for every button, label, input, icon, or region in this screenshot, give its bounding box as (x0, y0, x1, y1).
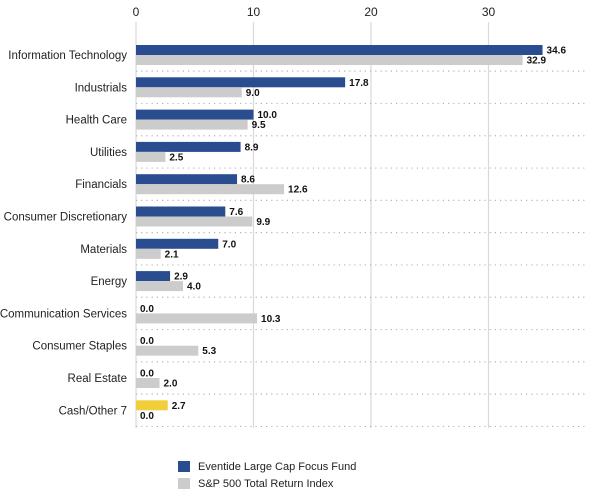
legend-label-fund: Eventide Large Cap Focus Fund (198, 460, 357, 473)
fund-value-label: 0.0 (140, 369, 154, 380)
index-value-label: 12.6 (288, 185, 308, 196)
index-bar (136, 151, 166, 162)
x-tick-label: 10 (247, 5, 261, 19)
fund-value-label: 17.8 (349, 78, 369, 89)
index-value-label: 9.5 (252, 120, 266, 131)
category-label: Financials (75, 179, 127, 191)
fund-bar (136, 400, 168, 411)
index-bar (136, 119, 248, 130)
legend: Eventide Large Cap Focus Fund S&P 500 To… (178, 458, 356, 492)
fund-value-label: 0.0 (140, 304, 154, 315)
fund-value-label: 10.0 (258, 110, 278, 121)
index-value-label: 9.0 (246, 88, 260, 99)
fund-value-label: 7.6 (229, 207, 243, 218)
category-label: Health Care (66, 115, 127, 127)
category-label: Industrials (75, 82, 128, 94)
index-value-label: 2.1 (165, 249, 179, 260)
index-value-label: 32.9 (527, 56, 547, 67)
x-tick-label: 20 (364, 5, 378, 19)
fund-bar (136, 45, 543, 55)
legend-swatch-index (178, 478, 190, 489)
index-value-label: 4.0 (187, 282, 201, 293)
index-bar (136, 248, 161, 259)
index-bar (136, 281, 183, 292)
index-bar (136, 55, 523, 65)
fund-bar (136, 206, 226, 217)
index-value-label: 2.0 (164, 379, 178, 390)
index-value-label: 9.9 (256, 217, 270, 228)
fund-value-label: 0.0 (140, 336, 154, 347)
fund-value-label: 8.6 (241, 175, 255, 186)
category-label: Utilities (90, 147, 127, 159)
fund-bar (136, 141, 241, 152)
index-bar (136, 345, 199, 356)
category-label: Cash/Other 7 (59, 405, 127, 417)
x-tick-label: 30 (482, 5, 496, 19)
category-label: Materials (80, 244, 127, 256)
legend-item-index: S&P 500 Total Return Index (178, 475, 356, 492)
category-label: Information Technology (8, 50, 127, 62)
fund-bar (136, 174, 238, 185)
fund-bar (136, 77, 346, 88)
index-value-label: 10.3 (261, 314, 281, 325)
category-label: Communication Services (0, 308, 127, 320)
index-bar (136, 216, 253, 227)
index-bar (136, 313, 258, 324)
index-bar (136, 184, 285, 195)
fund-value-label: 2.7 (172, 401, 186, 412)
fund-value-label: 34.6 (547, 46, 567, 57)
legend-item-fund: Eventide Large Cap Focus Fund (178, 458, 356, 475)
index-value-label: 0.0 (140, 411, 154, 422)
category-label: Energy (91, 276, 128, 288)
x-tick-label: 0 (133, 5, 140, 19)
index-value-label: 5.3 (202, 346, 216, 357)
index-value-label: 2.5 (169, 152, 183, 163)
fund-value-label: 7.0 (222, 239, 236, 250)
category-label: Real Estate (68, 373, 127, 385)
fund-value-label: 8.9 (245, 142, 259, 153)
legend-label-index: S&P 500 Total Return Index (198, 477, 334, 490)
fund-bar (136, 109, 254, 120)
fund-bar (136, 238, 219, 249)
category-label: Consumer Discretionary (4, 212, 128, 224)
fund-bar (136, 271, 171, 282)
index-bar (136, 87, 242, 98)
legend-swatch-fund (178, 461, 190, 472)
fund-value-label: 2.9 (174, 272, 188, 283)
category-label: Consumer Staples (32, 341, 127, 353)
index-bar (136, 378, 160, 388)
